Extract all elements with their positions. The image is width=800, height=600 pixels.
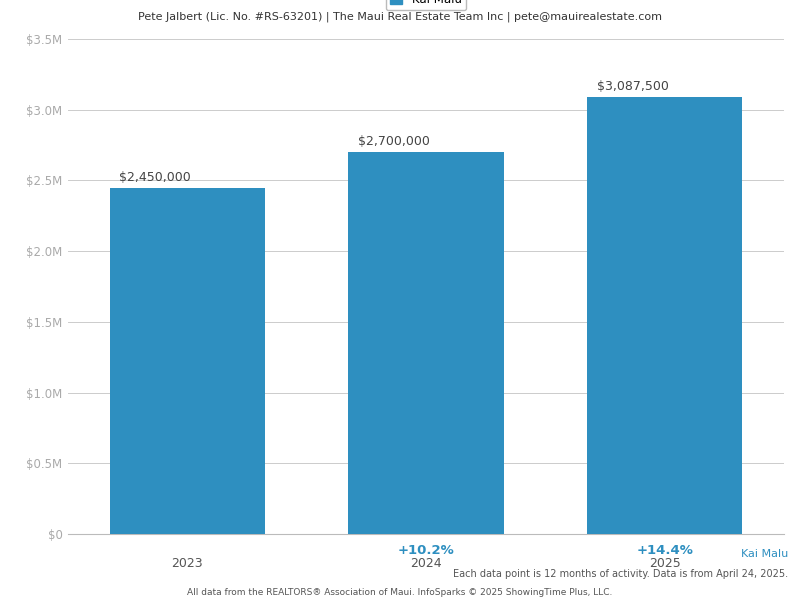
Text: +10.2%: +10.2% xyxy=(398,544,454,557)
Bar xyxy=(587,97,742,534)
Bar xyxy=(110,187,265,534)
Text: +14.4%: +14.4% xyxy=(636,544,693,557)
Text: 2023: 2023 xyxy=(171,557,203,569)
Text: Kai Malu: Kai Malu xyxy=(741,548,788,559)
Text: 2024: 2024 xyxy=(410,557,442,569)
Legend: Kai Malu: Kai Malu xyxy=(386,0,466,10)
Text: $3,087,500: $3,087,500 xyxy=(597,80,669,94)
Text: 2025: 2025 xyxy=(649,557,681,569)
Text: All data from the REALTORS® Association of Maui. InfoSparks © 2025 ShowingTime P: All data from the REALTORS® Association … xyxy=(187,588,613,598)
Text: $2,700,000: $2,700,000 xyxy=(358,135,430,148)
Text: Pete Jalbert (Lic. No. #RS-63201) | The Maui Real Estate Team Inc | pete@mauirea: Pete Jalbert (Lic. No. #RS-63201) | The … xyxy=(138,11,662,22)
Bar xyxy=(349,152,503,534)
Text: $2,450,000: $2,450,000 xyxy=(119,170,191,184)
Text: Each data point is 12 months of activity. Data is from April 24, 2025.: Each data point is 12 months of activity… xyxy=(453,569,788,578)
